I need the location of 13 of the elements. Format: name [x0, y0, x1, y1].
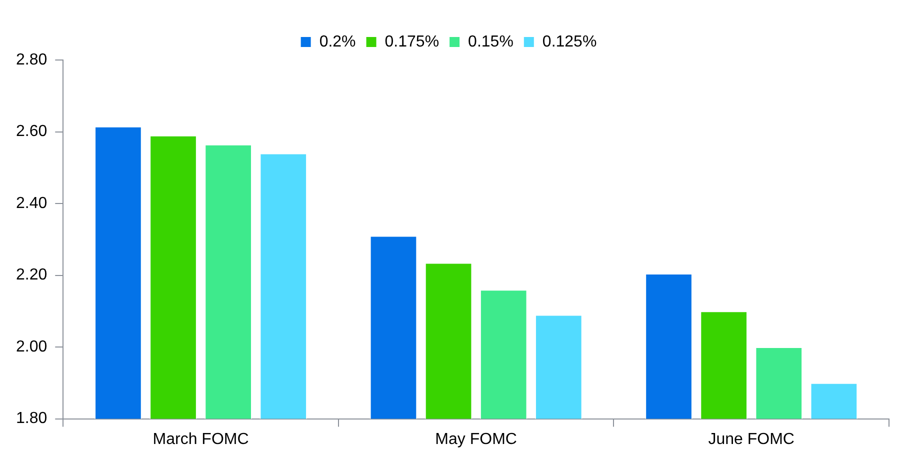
y-tick-label: 2.20: [16, 266, 48, 284]
legend-label: 0.125%: [542, 33, 597, 50]
legend-label: 0.15%: [468, 33, 514, 50]
y-tick-label: 2.80: [16, 51, 48, 68]
y-tick-label: 2.60: [16, 123, 48, 140]
y-tick-label: 1.80: [16, 410, 48, 428]
y-tick-label: 2.00: [16, 338, 48, 356]
y-tick-label: 2.40: [16, 194, 48, 212]
x-tick-label: June FOMC: [708, 430, 794, 448]
x-tick-label: March FOMC: [152, 430, 249, 448]
legend-label: 0.175%: [384, 33, 440, 50]
legend-label: 0.2%: [319, 33, 356, 50]
x-tick-label: May FOMC: [435, 430, 517, 448]
